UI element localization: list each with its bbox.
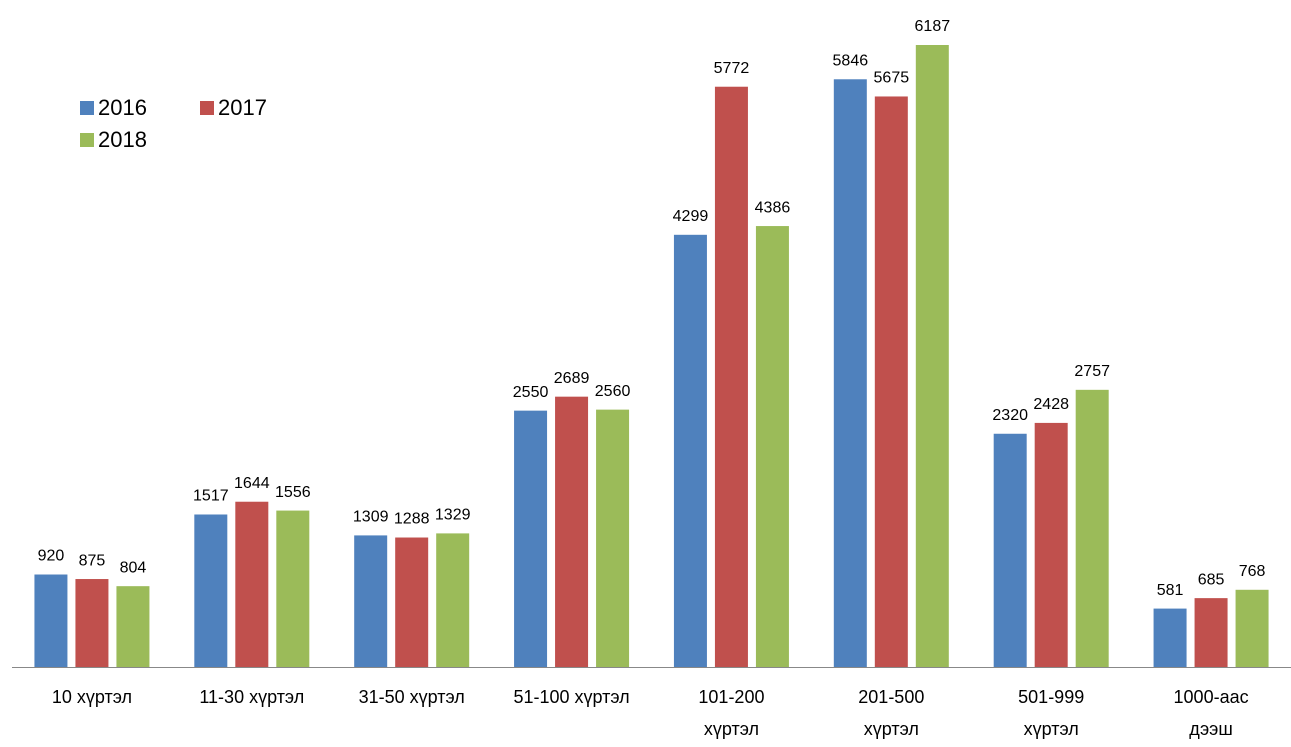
bar [436,533,470,667]
bar [1194,598,1228,667]
bar [514,410,548,667]
bar [993,433,1027,667]
x-tick-label: 1000-аас дээш [1173,687,1249,739]
x-tick-label: 201-500 хүртэл [858,687,925,739]
data-label: 4299 [673,208,709,225]
bar [75,579,109,667]
x-tick-label: 51-100 хүртэл [513,687,630,707]
legend-label: 2016 [98,95,147,120]
data-label: 1644 [234,475,270,492]
bar [874,96,908,668]
bar [673,234,707,668]
data-label: 4386 [755,199,791,216]
x-tick-label: 11-30 хүртэл [199,687,305,707]
bar [354,535,388,667]
data-label: 2757 [1074,363,1110,380]
x-tick-label: 10 хүртэл [51,687,133,707]
data-label: 5772 [714,60,750,77]
data-label: 2550 [513,384,549,401]
bar [596,409,630,667]
bar [116,586,150,667]
data-label: 1288 [394,511,430,528]
bar [276,510,310,667]
data-label: 804 [120,559,147,576]
data-label: 581 [1157,582,1184,599]
data-label: 2689 [554,370,590,387]
bar [833,79,867,668]
data-label: 1309 [353,509,389,526]
bar [1235,589,1269,667]
data-label: 5675 [874,70,910,87]
bar [395,537,429,667]
data-label: 2560 [595,383,631,400]
bar [34,574,68,667]
bar [1034,422,1068,667]
bar [194,514,228,667]
data-label: 1556 [275,484,311,501]
data-label: 2428 [1033,396,1069,413]
data-label: 1517 [193,488,229,505]
legend-swatch [80,133,94,147]
x-tick-label: 31-50 хүртэл [358,687,465,707]
legend-label: 2018 [98,127,147,152]
x-tick-label: 101-200 хүртэл [698,687,765,739]
bar [1075,389,1109,667]
data-label: 768 [1239,563,1266,580]
bar [235,501,269,667]
legend-swatch [80,101,94,115]
x-tick-label: 501-999 хүртэл [1018,687,1085,739]
bar [714,86,748,667]
bar [555,396,589,667]
data-label: 2320 [992,407,1028,424]
legend-swatch [200,101,214,115]
data-label: 920 [38,548,65,565]
bar [915,45,949,667]
legend-label: 2017 [218,95,267,120]
data-label: 685 [1198,571,1225,588]
data-label: 875 [79,552,106,569]
bar [755,226,789,667]
bar [1153,608,1187,667]
data-label: 1329 [435,507,471,524]
data-label: 6187 [915,18,951,35]
data-label: 5846 [833,53,869,70]
